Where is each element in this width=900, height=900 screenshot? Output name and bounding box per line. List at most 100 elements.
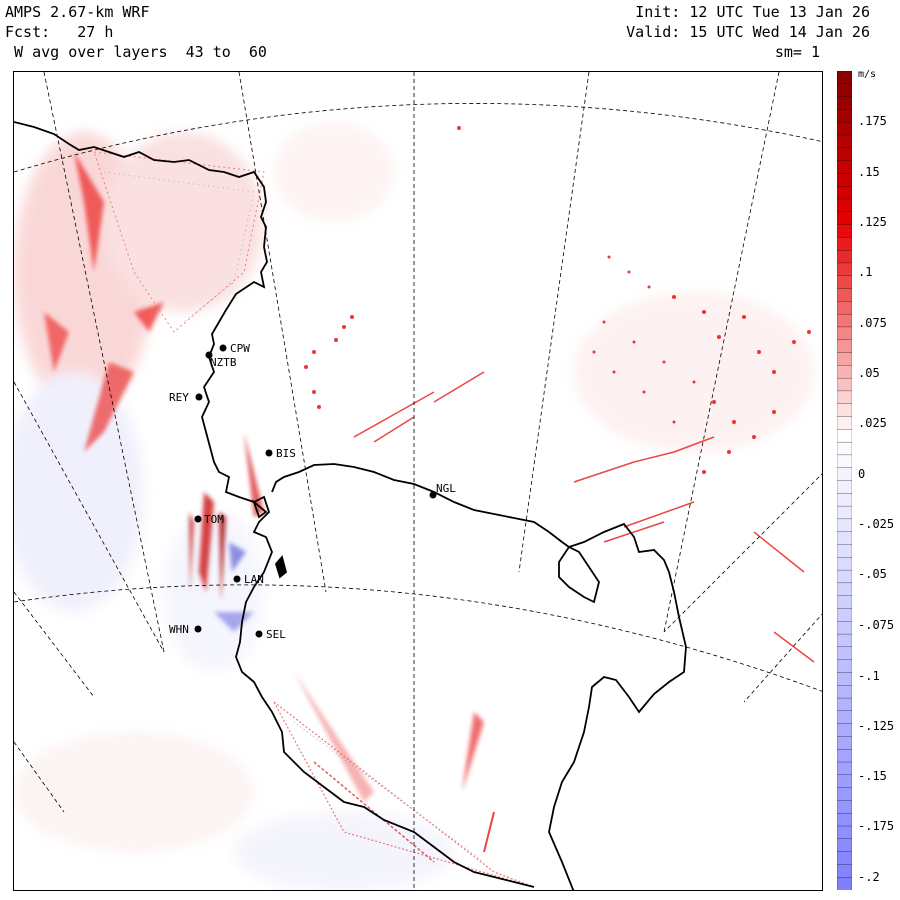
colorbar-swatch (836, 480, 853, 494)
smoothing-label: sm= 1 (774, 43, 820, 61)
colorbar-unit: m/s (858, 69, 877, 80)
colorbar-tick-label: -.05 (858, 567, 887, 581)
vertical-velocity-map: CPW NZTB REY BIS NGL TOM LAN WHN (13, 71, 823, 891)
colorbar-swatch (836, 582, 853, 597)
station-tom: TOM (194, 513, 224, 526)
colorbar-swatch (836, 160, 853, 175)
station-ngl: NGL (429, 482, 456, 499)
colorbar-tick-label: .05 (858, 366, 880, 380)
colorbar-swatch (836, 109, 853, 123)
colorbar-swatch (836, 505, 853, 520)
colorbar-swatch (836, 621, 853, 635)
colorbar-swatch (836, 416, 853, 430)
colorbar-tick-label: .175 (858, 114, 887, 128)
colorbar-tick-label: .1 (858, 265, 873, 279)
colorbar-swatch (836, 429, 853, 443)
colorbar-swatch (836, 608, 853, 622)
colorbar-swatch (836, 301, 853, 315)
station-bis: BIS (265, 447, 296, 460)
colorbar-tick-label: -.125 (858, 719, 895, 733)
colorbar-swatch (836, 685, 853, 699)
colorbar-swatch (836, 493, 853, 507)
colorbar-swatch (836, 659, 853, 674)
colorbar-swatch (836, 365, 853, 379)
colorbar-swatch (836, 787, 853, 802)
colorbar-swatch (836, 186, 853, 200)
colorbar-tick-label: -.15 (858, 769, 887, 783)
colorbar-tick-label: .15 (858, 165, 880, 179)
colorbar-swatch (836, 83, 853, 98)
colorbar-swatch (836, 633, 853, 648)
colorbar-swatch (836, 237, 853, 251)
station-label: REY (169, 391, 189, 404)
colorbar-swatch (836, 557, 853, 571)
colorbar-swatch (836, 313, 853, 328)
colorbar-swatch (836, 813, 853, 827)
colorbar-tick-label: -.025 (858, 517, 895, 531)
colorbar-tick-label: .075 (858, 316, 887, 330)
colorbar-swatch (836, 173, 853, 187)
valid-time: Valid: 15 UTC Wed 14 Jan 26 (626, 23, 870, 41)
colorbar-swatch (836, 352, 853, 366)
colorbar-tick-label: 0 (858, 467, 866, 481)
colorbar-swatch (836, 595, 853, 610)
station-rey: REY (169, 391, 203, 404)
colorbar-swatches (836, 70, 853, 891)
colorbar-swatch (836, 646, 853, 661)
colorbar-swatch (836, 390, 853, 405)
station-lan: LAN (233, 573, 264, 586)
colorbar-swatch (836, 250, 853, 264)
colorbar-swatch (836, 800, 853, 814)
colorbar-swatch (836, 672, 853, 686)
colorbar-swatch (836, 147, 853, 162)
colorbar-swatch (836, 838, 853, 853)
station-nztb: NZTB (205, 351, 237, 369)
colorbar-swatch (836, 518, 853, 533)
colorbar-tick-label: -.175 (858, 819, 895, 833)
latlon-grid (14, 72, 822, 890)
colorbar-swatch (836, 288, 853, 303)
colorbar-swatch (836, 70, 853, 85)
station-label: BIS (276, 447, 296, 460)
colorbar-swatch (836, 403, 853, 418)
colorbar-tick-label: -.1 (858, 669, 880, 683)
colorbar-tick-label: .025 (858, 416, 887, 430)
station-label: LAN (244, 573, 264, 586)
station-cpw: CPW (219, 342, 250, 355)
colorbar-swatch (836, 275, 853, 290)
model-title: AMPS 2.67-km WRF (5, 3, 150, 21)
field-shading (14, 122, 815, 890)
colorbar-swatch (836, 134, 853, 149)
station-label: WHN (169, 623, 189, 636)
init-time: Init: 12 UTC Tue 13 Jan 26 (635, 3, 870, 21)
station-label: CPW (230, 342, 250, 355)
colorbar-swatch (836, 96, 853, 111)
colorbar-swatch (836, 825, 853, 840)
colorbar-swatch (836, 122, 853, 136)
colorbar-swatch (836, 710, 853, 725)
colorbar-swatch (836, 736, 853, 750)
station-label: NGL (436, 482, 456, 495)
colorbar (836, 70, 853, 891)
colorbar-swatch (836, 339, 853, 354)
map-canvas: CPW NZTB REY BIS NGL TOM LAN WHN (14, 72, 822, 890)
colorbar-tick-label: -.2 (858, 870, 880, 884)
station-label: TOM (204, 513, 224, 526)
colorbar-tick-label: .125 (858, 215, 887, 229)
colorbar-swatch (836, 774, 853, 789)
station-markers: CPW NZTB REY BIS NGL TOM LAN WHN (169, 342, 456, 641)
colorbar-swatch (836, 454, 853, 469)
colorbar-swatch (836, 326, 853, 341)
colorbar-swatch (836, 569, 853, 584)
colorbar-swatch (836, 864, 853, 878)
colorbar-swatch (836, 377, 853, 392)
station-label: NZTB (210, 356, 237, 369)
colorbar-swatch (836, 262, 853, 277)
colorbar-swatch (836, 723, 853, 738)
colorbar-swatch (836, 877, 853, 891)
colorbar-swatch (836, 224, 853, 239)
colorbar-swatch (836, 198, 853, 213)
colorbar-swatch (836, 441, 853, 456)
field-description: W avg over layers 43 to 60 (5, 43, 267, 61)
colorbar-tick-label: -.075 (858, 618, 895, 632)
